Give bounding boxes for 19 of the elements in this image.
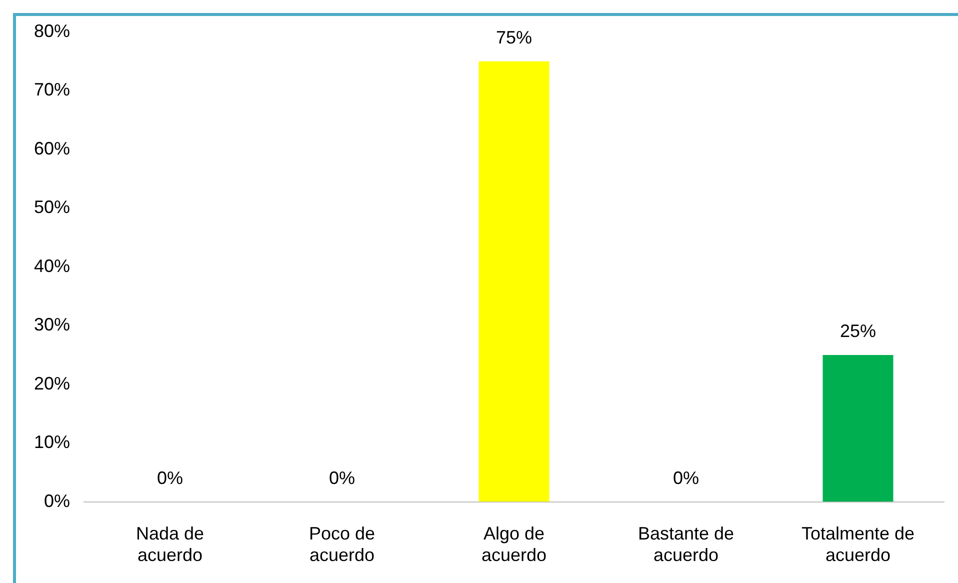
y-tick-label: 20% — [34, 373, 70, 394]
x-tick-label: Poco de acuerdo — [308, 524, 376, 566]
data-label: 25% — [840, 320, 876, 341]
y-tick-label: 80% — [34, 20, 70, 41]
y-tick-label: 50% — [34, 197, 70, 218]
y-tick-label: 10% — [34, 432, 70, 452]
y-tick-label: 70% — [34, 80, 70, 100]
y-tick-label: 40% — [34, 256, 70, 276]
y-tick-label: 30% — [34, 314, 70, 335]
x-tick-label: Bastante de acuerdo — [638, 524, 734, 566]
data-label: 0% — [673, 468, 700, 488]
data-label: 75% — [496, 27, 532, 48]
y-tick-label: 60% — [34, 138, 70, 158]
y-tick-label: 0% — [44, 490, 70, 511]
x-tick-label: Nada de acuerdo — [136, 524, 204, 566]
data-label: 0% — [329, 468, 356, 488]
x-tick-label: Totalmente de acuerdo — [801, 524, 915, 566]
data-label: 0% — [157, 468, 184, 488]
x-tick-label: Algo de acuerdo — [481, 524, 547, 566]
